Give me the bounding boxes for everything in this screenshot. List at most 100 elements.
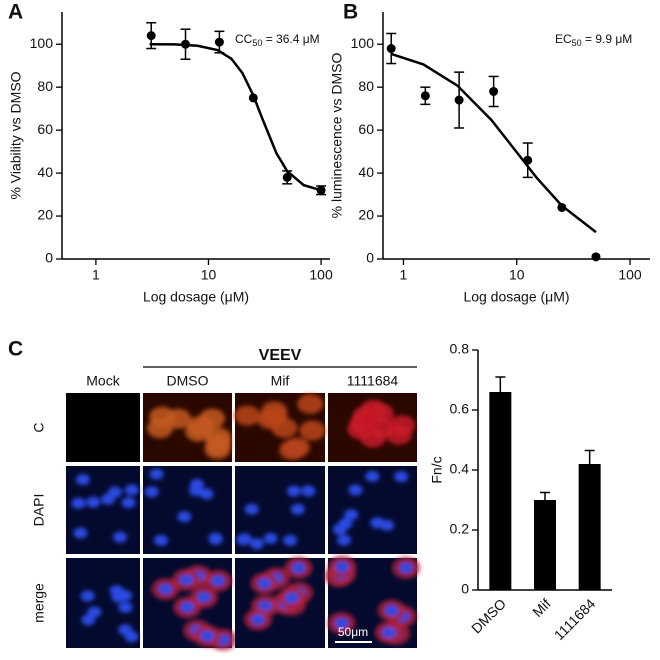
row-label: DAPI — [31, 494, 47, 527]
annotation-sub: 50 — [572, 38, 582, 48]
row-label: merge — [31, 583, 47, 623]
nucleus — [199, 488, 214, 500]
group-label: VEEV — [259, 347, 302, 364]
x-tick-label: DMSO — [468, 595, 509, 636]
fit-curve — [390, 52, 597, 234]
y-tick-label: 0.8 — [450, 341, 470, 357]
point — [248, 93, 258, 103]
y-axis-label: Fn/c — [429, 456, 445, 483]
cells — [80, 585, 139, 643]
nucleus — [118, 601, 133, 613]
annotation-text: = 36.4 μM — [262, 32, 319, 46]
bar — [578, 464, 601, 590]
cells — [324, 555, 420, 645]
cells — [332, 470, 409, 546]
nucleus — [189, 485, 204, 497]
point — [282, 172, 292, 182]
y-tick-label: 0 — [461, 581, 469, 597]
nucleus — [121, 497, 136, 509]
annotation-sub: 50 — [252, 38, 262, 48]
x-tick-label: 10 — [509, 267, 525, 283]
y-tick-label: 0 — [366, 250, 374, 266]
y-tick-label: 80 — [358, 78, 374, 94]
nucleus — [335, 561, 350, 573]
nucleus — [71, 497, 86, 509]
fit-curve — [149, 42, 322, 192]
y-tick-label: 100 — [30, 35, 54, 51]
nucleus — [380, 519, 395, 531]
nucleus — [398, 562, 413, 574]
nucleus — [301, 485, 316, 497]
y-tick-label: 0 — [45, 250, 53, 266]
nucleus — [283, 534, 298, 546]
bar — [489, 392, 512, 590]
y-tick-label: 100 — [351, 35, 375, 51]
cell — [279, 439, 306, 460]
point — [523, 155, 533, 165]
nucleus — [75, 474, 90, 486]
column-label: Mif — [271, 373, 290, 389]
nucleus — [113, 531, 128, 543]
micrograph — [66, 393, 140, 462]
nucleus — [257, 577, 272, 589]
nucleus — [87, 606, 102, 618]
annotation-text: CC — [235, 32, 253, 46]
nucleus — [124, 631, 139, 643]
x-tick-label: 100 — [309, 267, 333, 283]
y-tick-label: 60 — [37, 121, 53, 137]
nucleus — [394, 471, 409, 483]
y-axis-label: % Viability vs DMSO — [8, 71, 24, 199]
nucleus — [179, 574, 194, 586]
bar — [534, 500, 556, 590]
cells — [146, 406, 232, 460]
x-tick-label: 100 — [618, 267, 642, 283]
row-label: C — [31, 422, 47, 432]
cell — [297, 393, 324, 414]
scale-bar-label: 50μm — [338, 625, 368, 639]
y-tick-label: 60 — [358, 121, 374, 137]
nucleus — [180, 601, 195, 613]
nucleus — [158, 583, 173, 595]
nucleus — [286, 485, 301, 497]
nucleus — [290, 503, 305, 515]
cell — [359, 427, 386, 448]
nucleus — [80, 590, 95, 602]
x-axis-label: Log dosage (μM) — [463, 289, 569, 305]
nucleus — [177, 511, 192, 523]
nucleus — [249, 538, 264, 550]
x-tick-label: 1 — [92, 267, 100, 283]
nucleus — [334, 617, 349, 629]
cell — [257, 409, 284, 430]
point — [316, 185, 326, 195]
cells — [347, 399, 416, 448]
y-tick-label: 40 — [37, 164, 53, 180]
nucleus — [211, 575, 226, 587]
nucleus — [263, 532, 278, 544]
nucleus — [337, 534, 352, 546]
y-axis-label: % luminescence vs DMSO — [329, 53, 345, 219]
nucleus — [338, 518, 353, 530]
y-tick-label: 20 — [358, 207, 374, 223]
cell — [367, 403, 394, 424]
cell — [299, 420, 326, 441]
x-tick-label: 10 — [201, 267, 217, 283]
y-tick-label: 0.4 — [450, 461, 470, 477]
nucleus — [381, 626, 396, 638]
column-label: Mock — [86, 373, 120, 389]
point — [214, 37, 224, 47]
nucleus — [154, 534, 169, 546]
cells — [244, 556, 314, 631]
nucleus — [344, 509, 359, 521]
cell — [204, 439, 231, 460]
cells — [144, 468, 223, 546]
micrographs — [66, 393, 420, 651]
point — [181, 39, 191, 49]
point — [454, 95, 464, 105]
nucleus — [348, 484, 363, 496]
nucleus — [284, 592, 299, 604]
nucleus — [200, 630, 215, 642]
cells — [151, 565, 237, 651]
column-label: 1111684 — [347, 373, 399, 389]
nucleus — [109, 585, 124, 597]
nucleus — [208, 533, 223, 545]
